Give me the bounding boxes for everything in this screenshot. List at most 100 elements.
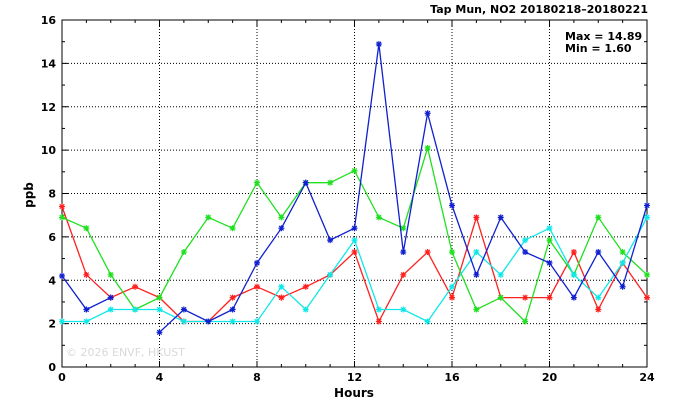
y-tick-label: 12 bbox=[41, 101, 56, 114]
data-point bbox=[424, 110, 431, 117]
data-point bbox=[595, 214, 602, 221]
data-point bbox=[107, 294, 114, 301]
y-tick-label: 10 bbox=[41, 144, 57, 157]
y-tick-label: 2 bbox=[48, 318, 56, 331]
x-tick-label: 16 bbox=[444, 371, 460, 384]
x-tick-label: 20 bbox=[542, 371, 558, 384]
data-point bbox=[132, 283, 139, 290]
data-point bbox=[570, 249, 577, 256]
data-point bbox=[522, 237, 529, 244]
data-point bbox=[497, 294, 504, 301]
data-point bbox=[302, 306, 309, 313]
data-point bbox=[619, 283, 626, 290]
data-point bbox=[644, 294, 650, 301]
data-point bbox=[327, 237, 334, 244]
chart-title: Tap Mun, NO2 20180218–20180221 bbox=[430, 3, 648, 16]
y-tick-label: 4 bbox=[48, 274, 56, 287]
data-point bbox=[522, 294, 529, 301]
data-point bbox=[180, 318, 187, 325]
data-point bbox=[229, 225, 236, 232]
data-point bbox=[180, 249, 187, 256]
data-point bbox=[546, 259, 553, 266]
data-point bbox=[59, 214, 65, 221]
data-point bbox=[449, 294, 455, 301]
data-point bbox=[180, 306, 187, 313]
data-point bbox=[229, 318, 236, 325]
x-tick-label: 0 bbox=[58, 371, 66, 384]
data-point bbox=[522, 318, 529, 325]
y-tick-label: 16 bbox=[41, 14, 57, 27]
y-axis-label: ppb bbox=[22, 182, 36, 208]
series-2 bbox=[59, 214, 650, 325]
data-point bbox=[546, 225, 553, 232]
data-point bbox=[205, 214, 212, 221]
watermark: © 2026 ENVF, HKUST bbox=[66, 346, 185, 359]
data-point bbox=[546, 237, 553, 244]
data-point bbox=[229, 306, 236, 313]
y-tick-label: 8 bbox=[48, 188, 56, 201]
data-point bbox=[375, 306, 382, 313]
data-point bbox=[619, 249, 626, 256]
max-stat: Max = 14.89 bbox=[565, 30, 642, 43]
data-point bbox=[449, 202, 455, 209]
data-point bbox=[156, 294, 163, 301]
data-point bbox=[522, 249, 529, 256]
data-point bbox=[570, 271, 577, 278]
data-point bbox=[497, 271, 504, 278]
data-point bbox=[473, 214, 480, 221]
data-point bbox=[254, 318, 260, 325]
data-point bbox=[107, 271, 114, 278]
data-point bbox=[570, 294, 577, 301]
data-point bbox=[83, 318, 90, 325]
data-point bbox=[132, 306, 139, 313]
data-point bbox=[473, 271, 480, 278]
data-point bbox=[546, 294, 553, 301]
data-point bbox=[400, 271, 407, 278]
data-point bbox=[156, 306, 163, 313]
data-point bbox=[400, 249, 407, 256]
data-point bbox=[205, 318, 212, 325]
data-point bbox=[107, 306, 114, 313]
series-1 bbox=[59, 144, 650, 325]
data-point bbox=[644, 202, 650, 209]
min-stat: Min = 1.60 bbox=[565, 42, 632, 55]
data-point bbox=[449, 283, 455, 290]
data-point bbox=[473, 249, 480, 256]
data-point bbox=[156, 329, 163, 336]
data-point bbox=[327, 271, 334, 278]
data-point bbox=[83, 225, 90, 232]
data-point bbox=[59, 203, 65, 210]
chart-series bbox=[59, 41, 650, 336]
data-point bbox=[302, 283, 309, 290]
data-point bbox=[351, 249, 358, 256]
x-axis-label: Hours bbox=[334, 386, 374, 400]
data-point bbox=[644, 214, 650, 221]
data-point bbox=[254, 283, 260, 290]
data-point bbox=[595, 249, 602, 256]
data-point bbox=[278, 294, 285, 301]
data-point bbox=[619, 259, 626, 266]
data-point bbox=[83, 271, 90, 278]
data-point bbox=[400, 306, 407, 313]
series-line bbox=[61, 145, 648, 323]
data-point bbox=[644, 271, 650, 278]
series-3 bbox=[59, 41, 650, 336]
data-point bbox=[59, 318, 65, 325]
y-tick-label: 14 bbox=[41, 57, 57, 70]
data-point bbox=[400, 225, 407, 232]
data-point bbox=[375, 318, 382, 325]
data-point bbox=[424, 318, 431, 325]
data-point bbox=[278, 225, 285, 232]
data-point bbox=[351, 237, 358, 244]
data-point bbox=[254, 179, 260, 186]
data-point bbox=[278, 283, 285, 290]
data-point bbox=[375, 214, 382, 221]
data-point bbox=[424, 144, 431, 151]
data-point bbox=[595, 306, 602, 313]
data-point bbox=[83, 306, 90, 313]
data-point bbox=[278, 214, 285, 221]
y-tick-label: 0 bbox=[48, 361, 56, 374]
series-line bbox=[159, 44, 648, 333]
x-tick-label: 24 bbox=[639, 371, 655, 384]
